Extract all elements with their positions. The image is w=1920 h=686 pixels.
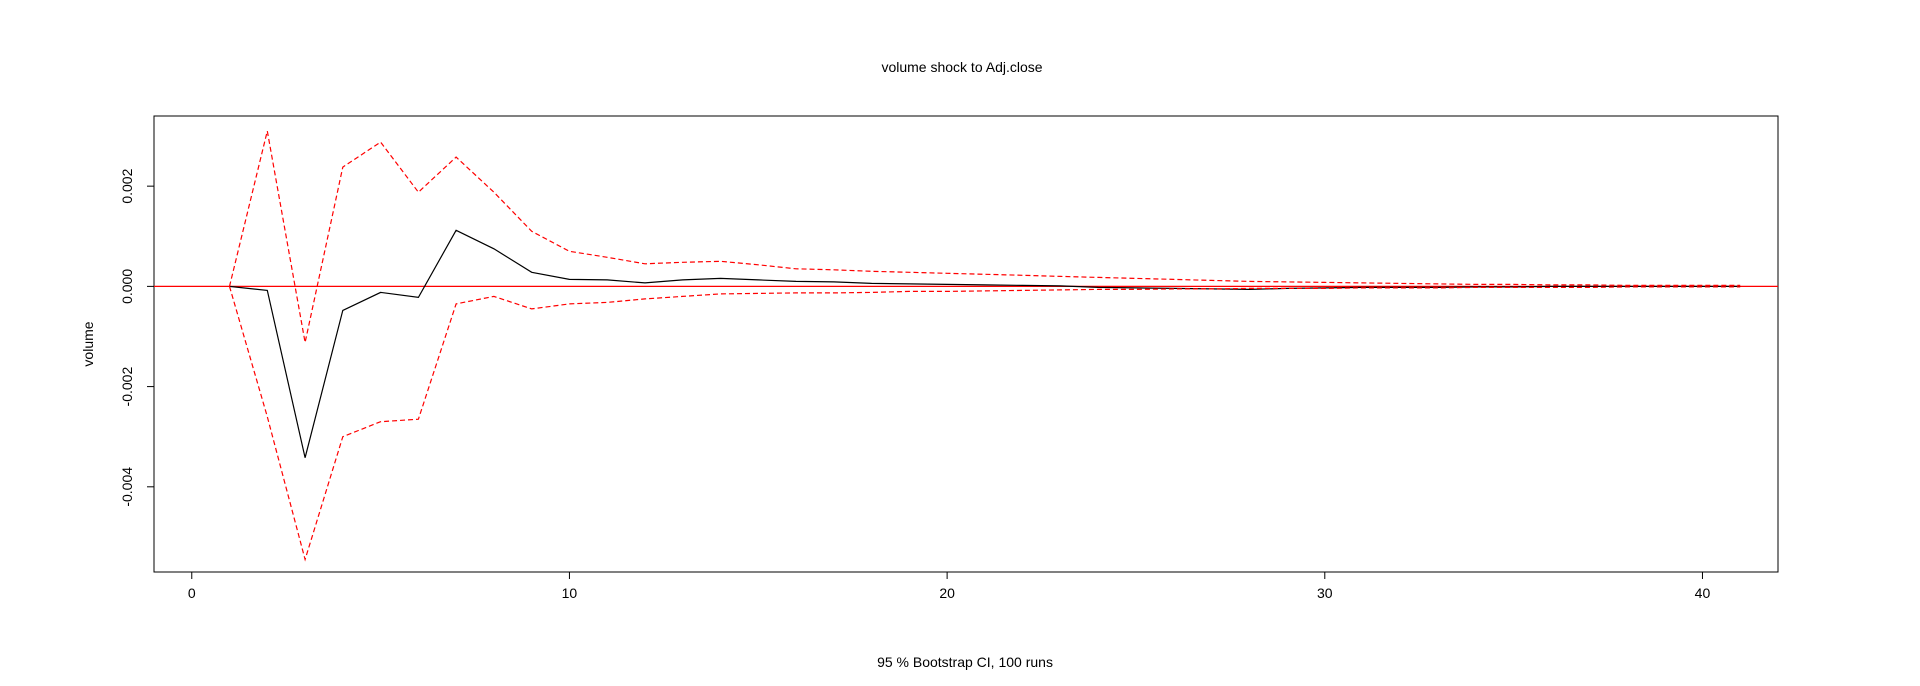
series-line-upper <box>228 130 1741 343</box>
y-axis-label: volume <box>80 321 96 366</box>
y-tick-label: -0.002 <box>119 367 135 407</box>
series-line-irf <box>229 229 1741 458</box>
x-axis-label: 95 % Bootstrap CI, 100 runs <box>877 654 1053 670</box>
series-line-lower <box>228 286 1741 562</box>
x-tick-label: 10 <box>562 585 578 601</box>
x-tick-label: 20 <box>939 585 955 601</box>
y-tick-label: 0.000 <box>119 269 135 304</box>
x-tick-label: 30 <box>1317 585 1333 601</box>
chart-title: volume shock to Adj.close <box>881 59 1042 75</box>
x-axis: 0 10 20 30 40 <box>188 571 1711 601</box>
plot-area <box>154 130 1778 562</box>
x-tick-label: 0 <box>188 585 196 601</box>
x-tick-label: 40 <box>1695 585 1711 601</box>
plot-frame <box>153 115 1779 573</box>
y-tick-label: 0.002 <box>119 168 135 203</box>
y-axis: -0.004 -0.002 0.000 0.002 <box>119 168 155 507</box>
y-tick-label: -0.004 <box>119 467 135 507</box>
